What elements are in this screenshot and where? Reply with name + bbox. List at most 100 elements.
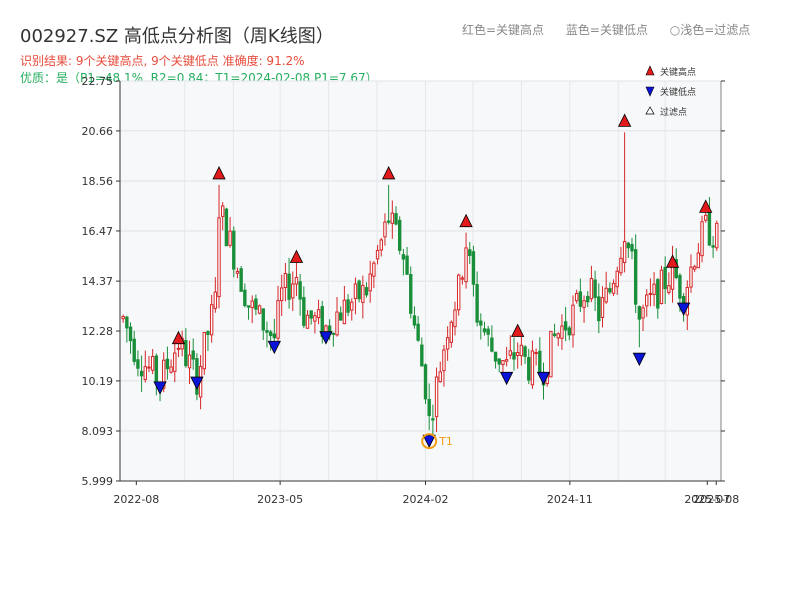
candle-body bbox=[206, 331, 210, 335]
candle-body bbox=[302, 297, 306, 326]
candle-body bbox=[261, 308, 265, 331]
candle bbox=[412, 306, 417, 329]
candle bbox=[394, 206, 398, 226]
candle bbox=[143, 350, 147, 383]
candle-body bbox=[313, 315, 317, 322]
candle bbox=[309, 310, 313, 325]
candle-body bbox=[501, 360, 505, 366]
result-text: 识别结果: 9个关键高点, 9个关键低点 准确度: 91.2% bbox=[20, 54, 305, 68]
legend-low-icon bbox=[645, 86, 655, 97]
candle bbox=[667, 272, 671, 295]
y-tick-label: 10.19 bbox=[82, 375, 114, 388]
candle-body bbox=[165, 358, 170, 370]
candle-body bbox=[434, 376, 439, 418]
candle-body bbox=[364, 287, 369, 296]
candle-body bbox=[589, 278, 594, 300]
key-low-marker bbox=[676, 302, 691, 316]
candle bbox=[556, 332, 560, 347]
candle bbox=[711, 236, 715, 258]
key-low-marker bbox=[319, 331, 333, 345]
x-tick-label: 2025-08 bbox=[693, 493, 739, 506]
candle-body bbox=[154, 355, 159, 383]
candle bbox=[637, 305, 642, 348]
candle bbox=[715, 220, 719, 251]
candle-body bbox=[626, 242, 630, 249]
candle-body bbox=[397, 219, 402, 251]
candle bbox=[549, 330, 553, 378]
candle-body bbox=[217, 217, 221, 298]
candle-body bbox=[633, 249, 638, 305]
candle bbox=[195, 353, 199, 401]
candle bbox=[239, 265, 243, 292]
candle-body bbox=[309, 310, 313, 319]
candle bbox=[534, 348, 538, 366]
candle bbox=[243, 283, 247, 308]
candle bbox=[265, 321, 269, 348]
candle bbox=[578, 278, 583, 313]
candle bbox=[346, 294, 350, 317]
candle bbox=[209, 294, 214, 343]
candle-body bbox=[678, 274, 682, 299]
candle-body bbox=[512, 352, 516, 360]
candle-body bbox=[339, 312, 343, 321]
candle bbox=[560, 314, 564, 350]
candle-body bbox=[169, 366, 173, 373]
candle-body bbox=[232, 230, 236, 270]
candle bbox=[261, 308, 265, 340]
candle bbox=[191, 338, 195, 370]
candle bbox=[582, 295, 586, 323]
candle-body bbox=[383, 221, 387, 238]
candle-body bbox=[272, 333, 277, 339]
candle-body bbox=[641, 307, 645, 319]
candle bbox=[574, 289, 579, 304]
candle-body bbox=[622, 241, 627, 263]
chart-legend: 关键高点 关键低点 过滤点 bbox=[645, 65, 696, 118]
candle bbox=[217, 184, 221, 309]
candle bbox=[497, 358, 501, 373]
candle bbox=[125, 315, 129, 343]
candle-body bbox=[475, 284, 479, 323]
candle-body bbox=[560, 325, 564, 339]
axes: 5.999 8.093 10.19 12.28 14.37 16.47 18.56 20.66… bbox=[82, 75, 740, 506]
candle-body bbox=[582, 300, 586, 308]
candle-body bbox=[696, 252, 701, 269]
candle-body bbox=[202, 331, 206, 370]
candle bbox=[353, 277, 358, 315]
candle bbox=[287, 257, 291, 309]
candle bbox=[364, 282, 369, 298]
y-tick-label: 16.47 bbox=[82, 225, 114, 238]
legend-filtered-label: 过滤点 bbox=[660, 106, 687, 118]
candle-body bbox=[221, 205, 225, 217]
candle bbox=[342, 285, 347, 325]
candle-body bbox=[597, 296, 601, 322]
y-tick-label: 14.37 bbox=[82, 275, 114, 288]
key-low-marker bbox=[536, 371, 551, 386]
candle bbox=[397, 216, 402, 255]
candle-body bbox=[515, 352, 520, 357]
candle-body bbox=[556, 333, 560, 339]
candle-body bbox=[228, 230, 232, 246]
candle-body bbox=[704, 214, 708, 221]
candle-body bbox=[250, 300, 254, 309]
t1-circle bbox=[421, 433, 438, 450]
candle bbox=[567, 325, 572, 341]
candle bbox=[619, 246, 623, 276]
candle bbox=[512, 337, 516, 371]
candle-body bbox=[409, 274, 413, 314]
candle-body bbox=[667, 285, 671, 293]
candle-body bbox=[689, 266, 693, 288]
candle-body bbox=[368, 273, 372, 292]
candle bbox=[460, 275, 465, 285]
candle-body bbox=[453, 309, 457, 328]
candle-body bbox=[700, 221, 704, 257]
candle bbox=[331, 332, 336, 347]
top-legend: 红色=关键高点 蓝色=关键低点 ○浅色=过滤点 bbox=[462, 21, 768, 38]
y-tick-label: 5.999 bbox=[82, 475, 114, 488]
candle-body bbox=[490, 337, 494, 352]
candle-body bbox=[431, 418, 435, 421]
candle-body bbox=[497, 358, 501, 365]
candle bbox=[493, 351, 498, 369]
x-tick-label: 2024-02 bbox=[403, 493, 449, 506]
candle-body bbox=[346, 299, 350, 313]
candle bbox=[641, 304, 645, 332]
